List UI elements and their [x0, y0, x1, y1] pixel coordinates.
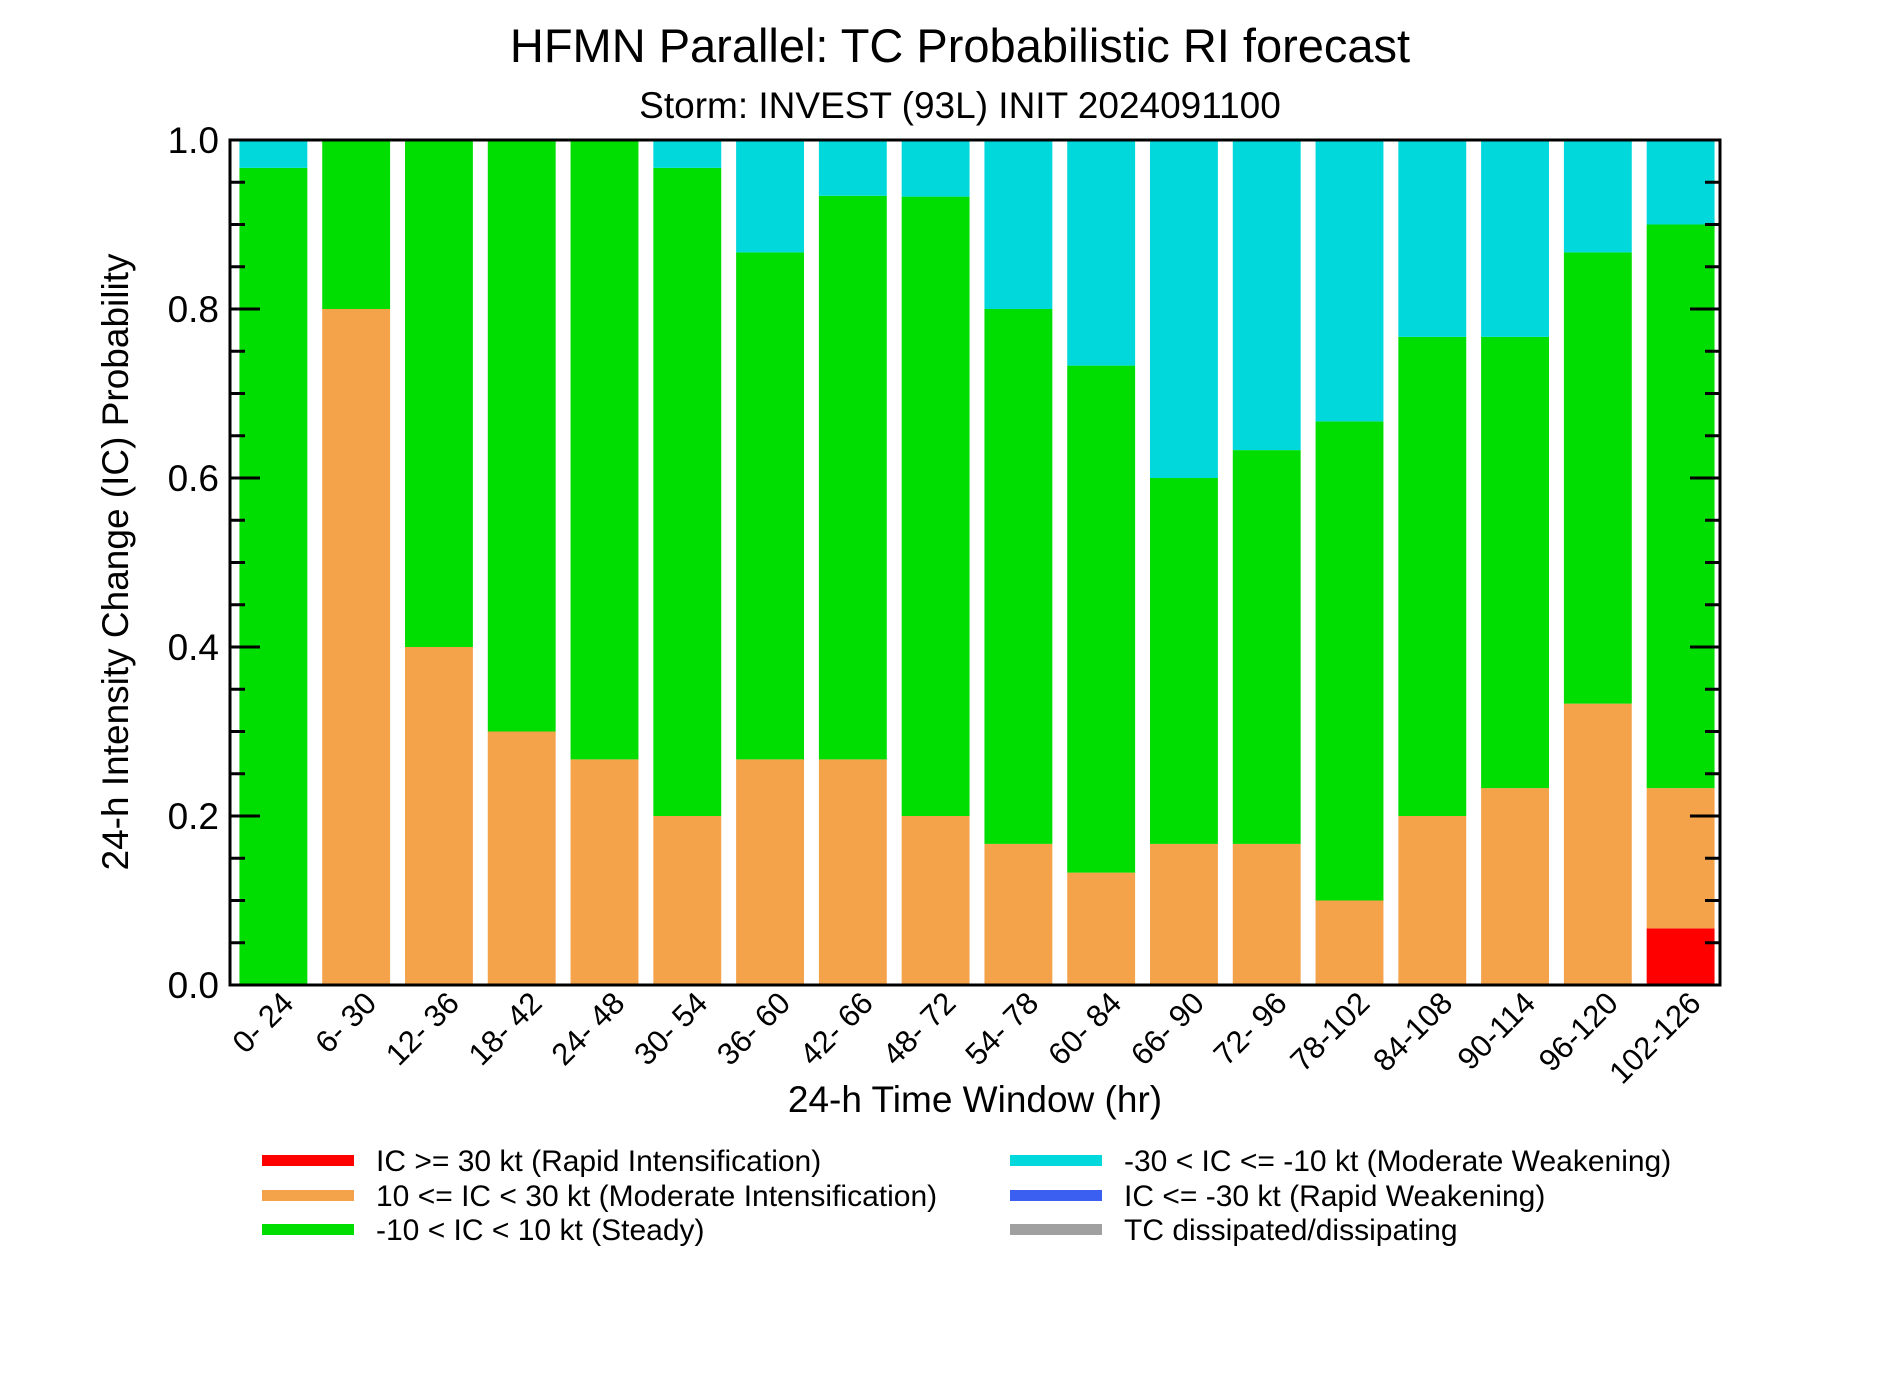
bar-segment — [1563, 140, 1632, 253]
y-tick-labels: 0.0 0.2 0.4 0.6 0.8 1.0 — [168, 120, 219, 1006]
legend-label: IC >= 30 kt (Rapid Intensification) — [376, 1145, 821, 1178]
bar-segment — [487, 140, 556, 732]
bar-segment — [1315, 421, 1384, 901]
legend-swatch — [1010, 1190, 1102, 1201]
x-tick-label: 66- 90 — [1124, 985, 1211, 1072]
legend-label: IC <= -30 kt (Rapid Weakening) — [1124, 1180, 1545, 1213]
bar-segment — [1646, 140, 1715, 225]
legend-swatch — [1010, 1224, 1102, 1235]
y-tick-label: 0.6 — [168, 458, 219, 499]
bar-segment — [1481, 788, 1549, 985]
bar-segment — [653, 167, 722, 816]
legend-label: -10 < IC < 10 kt (Steady) — [376, 1214, 705, 1247]
x-tick-label: 90-114 — [1451, 985, 1542, 1076]
plot-frame — [228, 138, 1722, 987]
x-tick-label: 84-108 — [1366, 985, 1459, 1078]
bar-segment — [653, 816, 722, 985]
bar-segment — [984, 843, 1053, 985]
x-tick-label: 12- 36 — [379, 985, 466, 1072]
bar-segment — [984, 140, 1053, 309]
bar-segment — [1067, 365, 1136, 873]
bar-segment — [818, 195, 887, 760]
bar-segment — [901, 816, 970, 985]
x-axis-label: 24-h Time Window (hr) — [788, 1079, 1162, 1120]
bar-segment — [818, 759, 887, 985]
chart-title: HFMN Parallel: TC Probabilistic RI forec… — [510, 19, 1410, 72]
y-tick-label: 0.8 — [168, 289, 219, 330]
bar-segment — [1563, 252, 1632, 704]
bar-segment — [984, 309, 1053, 844]
bar-segment — [1232, 843, 1301, 985]
bar-segment — [570, 140, 639, 760]
legend-label: -30 < IC <= -10 kt (Moderate Weakening) — [1124, 1145, 1671, 1178]
bar-segment — [1150, 478, 1218, 844]
bar-segment — [239, 140, 308, 168]
legend-label: 10 <= IC < 30 kt (Moderate Intensificati… — [376, 1180, 937, 1213]
bar-segment — [1646, 224, 1715, 789]
bar-segment — [1646, 788, 1715, 929]
x-tick-label: 42- 66 — [793, 985, 880, 1072]
bar-segment — [1150, 843, 1218, 985]
bar-segment — [736, 140, 804, 253]
bar-segment — [901, 196, 970, 816]
bar-segment — [239, 167, 308, 985]
x-tick-label: 60- 84 — [1041, 985, 1128, 1072]
bar-segment — [1398, 816, 1467, 985]
bar-segment — [736, 252, 804, 760]
bar-segment — [1646, 928, 1715, 985]
bar-segment — [405, 647, 473, 985]
bar-segment — [1315, 140, 1384, 422]
bar-segment — [570, 759, 639, 985]
bar-segment — [1150, 140, 1218, 478]
chart-subtitle: Storm: INVEST (93L) INIT 2024091100 — [639, 85, 1281, 126]
bar-segment — [901, 140, 970, 197]
legend-swatch — [262, 1224, 354, 1235]
y-tick-label: 1.0 — [168, 120, 219, 161]
bar-segment — [1398, 140, 1467, 337]
x-tick-label: 18- 42 — [462, 985, 549, 1072]
bar-segment — [1232, 450, 1301, 844]
bar-segment — [1315, 900, 1384, 985]
bar-segment — [1067, 140, 1136, 366]
bar-segment — [1067, 872, 1136, 985]
bar-segment — [322, 140, 391, 309]
x-tick-label: 24- 48 — [545, 985, 632, 1072]
bar-segment — [1232, 140, 1301, 451]
bar-segment — [818, 140, 887, 196]
y-tick-label: 0.4 — [168, 627, 219, 668]
legend: IC >= 30 kt (Rapid Intensification)10 <=… — [262, 1145, 1671, 1247]
y-axis-label: 24-h Intensity Change (IC) Probability — [95, 253, 136, 870]
y-tick-label: 0.0 — [168, 965, 219, 1006]
x-tick-label: 6- 30 — [308, 985, 383, 1060]
bar-segment — [1398, 336, 1467, 816]
x-tick-label: 102-126 — [1602, 985, 1707, 1090]
x-tick-label: 36- 60 — [710, 985, 797, 1072]
x-tick-label: 0- 24 — [226, 985, 301, 1060]
x-tick-label: 30- 54 — [627, 985, 714, 1072]
legend-swatch — [1010, 1155, 1102, 1166]
bar-segment — [322, 309, 391, 985]
bar-segment — [1563, 703, 1632, 985]
bar-segment — [487, 731, 556, 985]
legend-swatch — [262, 1155, 354, 1166]
bars-layer — [239, 140, 1715, 985]
x-tick-label: 78-102 — [1283, 985, 1376, 1078]
bar-segment — [1481, 336, 1549, 789]
bar-segment — [653, 140, 722, 168]
legend-label: TC dissipated/dissipating — [1124, 1214, 1458, 1247]
bar-segment — [736, 759, 804, 985]
bar-segment — [405, 140, 473, 647]
x-tick-label: 72- 96 — [1207, 985, 1294, 1072]
bar-segment — [1481, 140, 1549, 337]
y-tick-label: 0.2 — [168, 796, 219, 837]
x-tick-label: 54- 78 — [958, 985, 1045, 1072]
legend-swatch — [262, 1190, 354, 1201]
x-tick-label: 48- 72 — [876, 985, 963, 1072]
